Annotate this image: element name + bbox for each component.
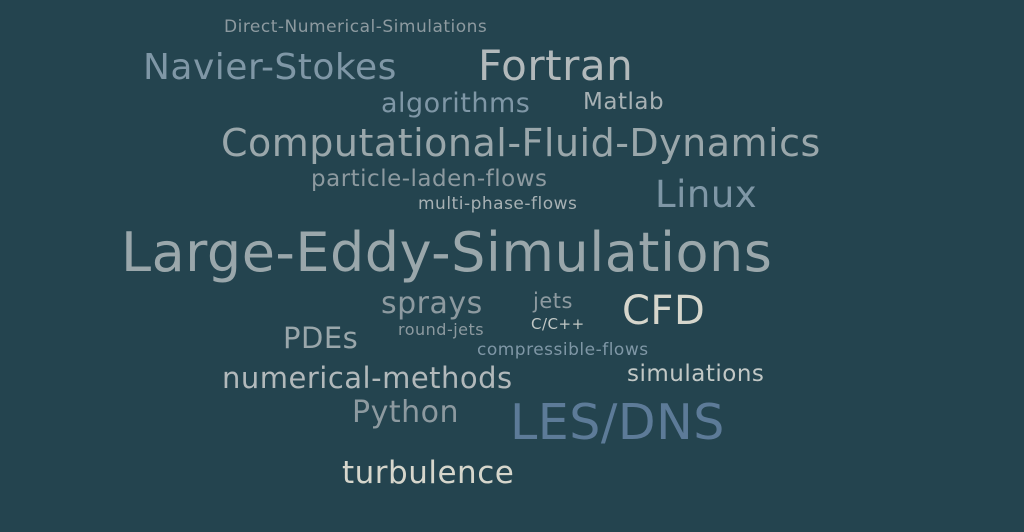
- word-simulations: simulations: [627, 361, 765, 387]
- word-jets: jets: [533, 289, 573, 313]
- word-turbulence: turbulence: [342, 455, 515, 491]
- word-multi-phase-flows: multi-phase-flows: [418, 194, 578, 214]
- word-particle-laden-flows: particle-laden-flows: [311, 166, 548, 192]
- word-round-jets: round-jets: [398, 320, 485, 339]
- word-computational-fluid-dynamics: Computational-Fluid-Dynamics: [221, 121, 821, 165]
- word-sprays: sprays: [381, 286, 483, 321]
- word-algorithms: algorithms: [381, 88, 531, 119]
- word-numerical-methods: numerical-methods: [222, 361, 513, 395]
- word-python: Python: [352, 395, 459, 430]
- word-direct-numerical-simulations: Direct-Numerical-Simulations: [224, 17, 488, 37]
- word-navier-stokes: Navier-Stokes: [143, 47, 397, 88]
- word-les-dns: LES/DNS: [510, 394, 725, 451]
- word-large-eddy-simulations: Large-Eddy-Simulations: [121, 221, 773, 284]
- word-fortran: Fortran: [478, 41, 634, 90]
- word-cfd: CFD: [622, 288, 706, 334]
- word-c-cpp: C/C++: [531, 315, 585, 333]
- word-matlab: Matlab: [583, 89, 665, 115]
- word-pdes: PDEs: [283, 321, 359, 355]
- word-linux: Linux: [655, 173, 758, 216]
- word-compressible-flows: compressible-flows: [477, 340, 649, 360]
